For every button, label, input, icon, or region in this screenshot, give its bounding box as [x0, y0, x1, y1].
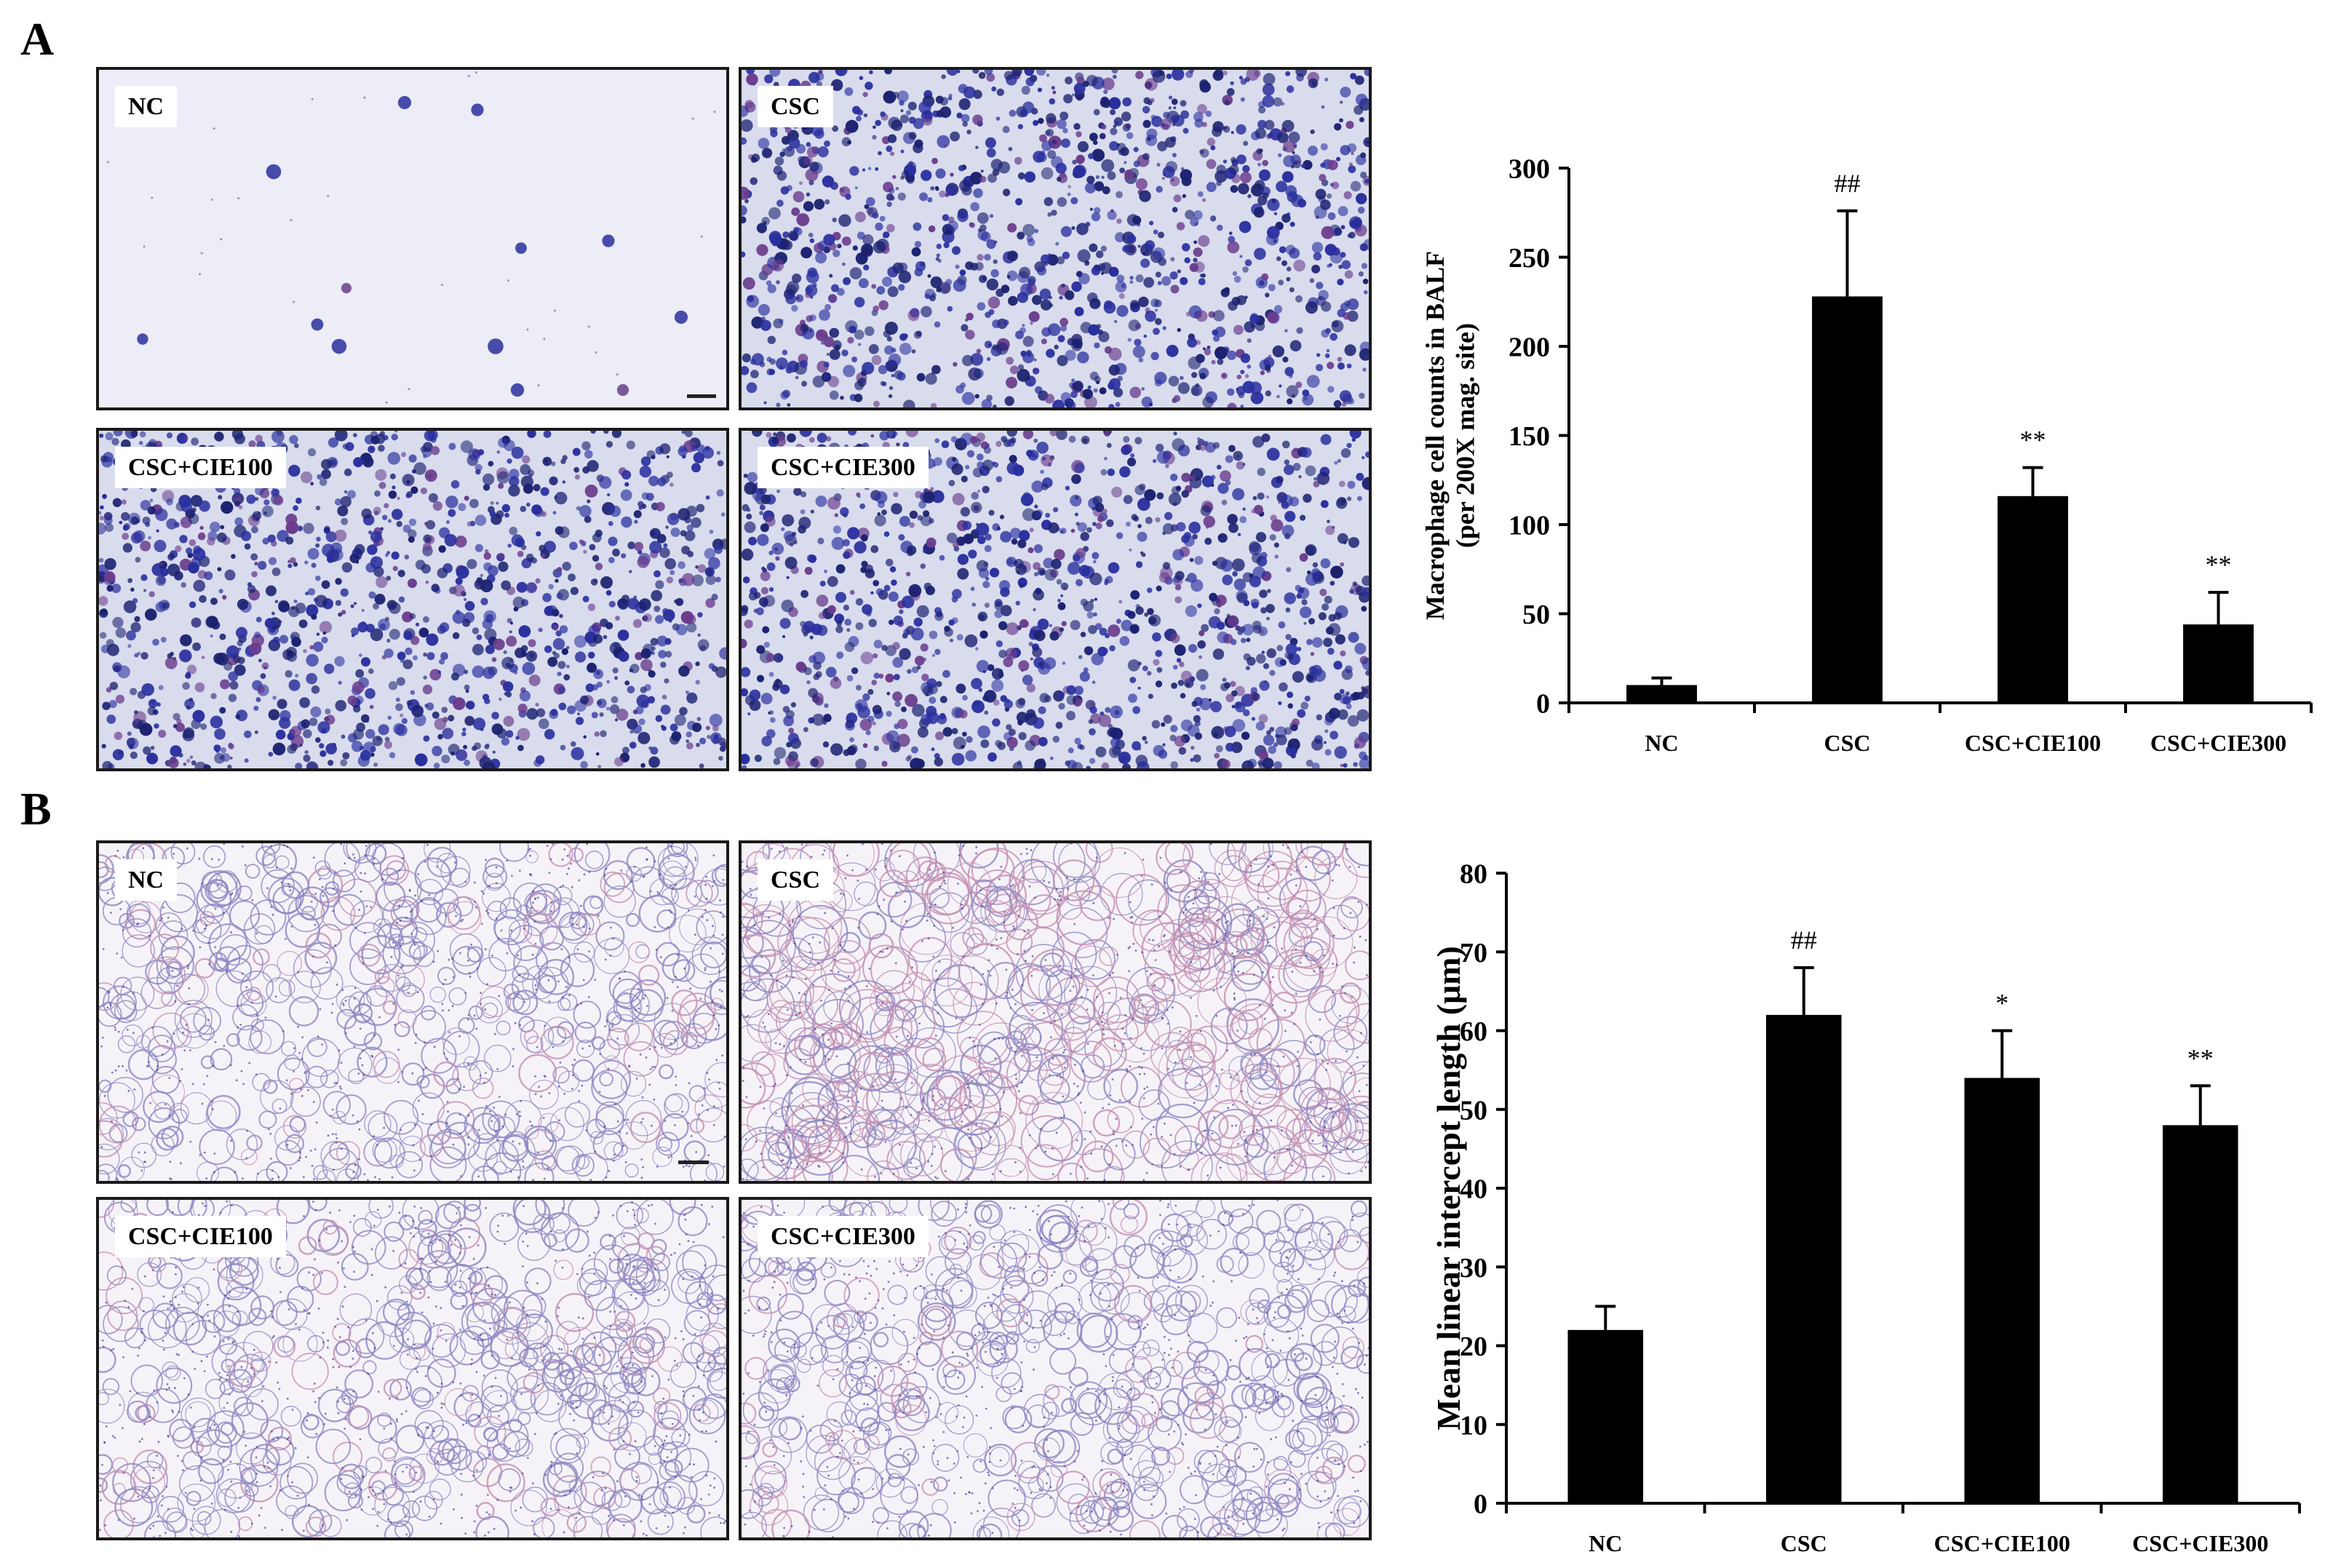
bar	[1626, 685, 1697, 704]
x-category-label: CSC+CIE100	[1934, 1530, 2070, 1556]
significance-annotation: **	[2020, 426, 2046, 455]
y-tick-label: 50	[1522, 600, 1550, 630]
y-axis-label: Mean linear intercept length (μm)	[1430, 946, 1467, 1430]
micrograph-b-nc: NC	[96, 840, 729, 1184]
scale-bar	[687, 394, 716, 398]
bar	[1567, 1330, 1643, 1503]
bar	[1998, 496, 2068, 703]
significance-annotation: **	[2187, 1043, 2214, 1072]
bar	[1812, 296, 1883, 703]
significance-annotation: **	[2206, 550, 2232, 579]
micrograph-label: NC	[115, 86, 177, 127]
significance-annotation: *	[1995, 989, 2008, 1018]
significance-annotation: ##	[1835, 169, 1861, 198]
micrograph-b-csc-cie300: CSC+CIE300	[739, 1197, 1372, 1540]
bar	[2183, 624, 2254, 703]
bar	[1964, 1078, 2040, 1503]
y-tick-label: 0	[1474, 1489, 1487, 1520]
micrograph-a-csc: CSC	[739, 67, 1372, 410]
bar	[2163, 1125, 2238, 1503]
x-category-label: CSC	[1824, 730, 1870, 756]
micrograph-a-nc: NC	[96, 67, 729, 410]
bar	[1766, 1015, 1842, 1503]
y-tick-label: 80	[1460, 859, 1487, 890]
y-tick-label: 100	[1509, 511, 1550, 541]
chart-a-macrophage-counts: 0 50 100 150 200 250 300 NC ## CSC ** CSC+CIE100 ** C…	[1397, 65, 2329, 793]
y-tick-label: 150	[1509, 421, 1550, 452]
y-tick-label: 250	[1509, 243, 1550, 274]
micrograph-label: CSC	[758, 859, 833, 901]
y-axis-label: Macrophage cell counts in BALF	[1420, 251, 1450, 620]
x-category-label: CSC+CIE100	[1965, 730, 2101, 756]
scale-bar	[678, 1161, 709, 1164]
bar-chart-a: 0 50 100 150 200 250 300 NC ## CSC ** CSC+CIE100 ** C…	[1397, 65, 2329, 793]
y-tick-label: 0	[1536, 689, 1550, 720]
micrograph-label: CSC+CIE100	[115, 1216, 286, 1257]
y-tick-label: 200	[1509, 333, 1550, 363]
x-category-label: CSC	[1781, 1530, 1827, 1556]
panel-a-letter: A	[20, 16, 54, 63]
x-category-label: CSC+CIE300	[2150, 730, 2286, 756]
micrograph-b-csc-cie100: CSC+CIE100	[96, 1197, 729, 1540]
x-category-label: CSC+CIE300	[2132, 1530, 2268, 1556]
y-tick-label: 300	[1509, 154, 1550, 185]
micrograph-label: CSC+CIE300	[758, 447, 929, 488]
micrograph-label: CSC	[758, 86, 833, 127]
panel-b-letter: B	[20, 786, 52, 832]
micrograph-a-csc-cie100: CSC+CIE100	[96, 428, 729, 771]
y-axis-label: (per 200X mag. site)	[1450, 323, 1479, 548]
micrograph-a-csc-cie300: CSC+CIE300	[739, 428, 1372, 771]
significance-annotation: ##	[1791, 926, 1817, 955]
bar-chart-b: 01020304050607080NC##CSC*CSC+CIE100**CSC…	[1397, 837, 2329, 1564]
x-category-label: NC	[1645, 730, 1678, 756]
micrograph-label: CSC+CIE300	[758, 1216, 929, 1257]
micrograph-label: NC	[115, 859, 177, 901]
micrograph-label: CSC+CIE100	[115, 447, 286, 488]
x-category-label: NC	[1589, 1530, 1622, 1556]
micrograph-b-csc: CSC	[739, 840, 1372, 1184]
